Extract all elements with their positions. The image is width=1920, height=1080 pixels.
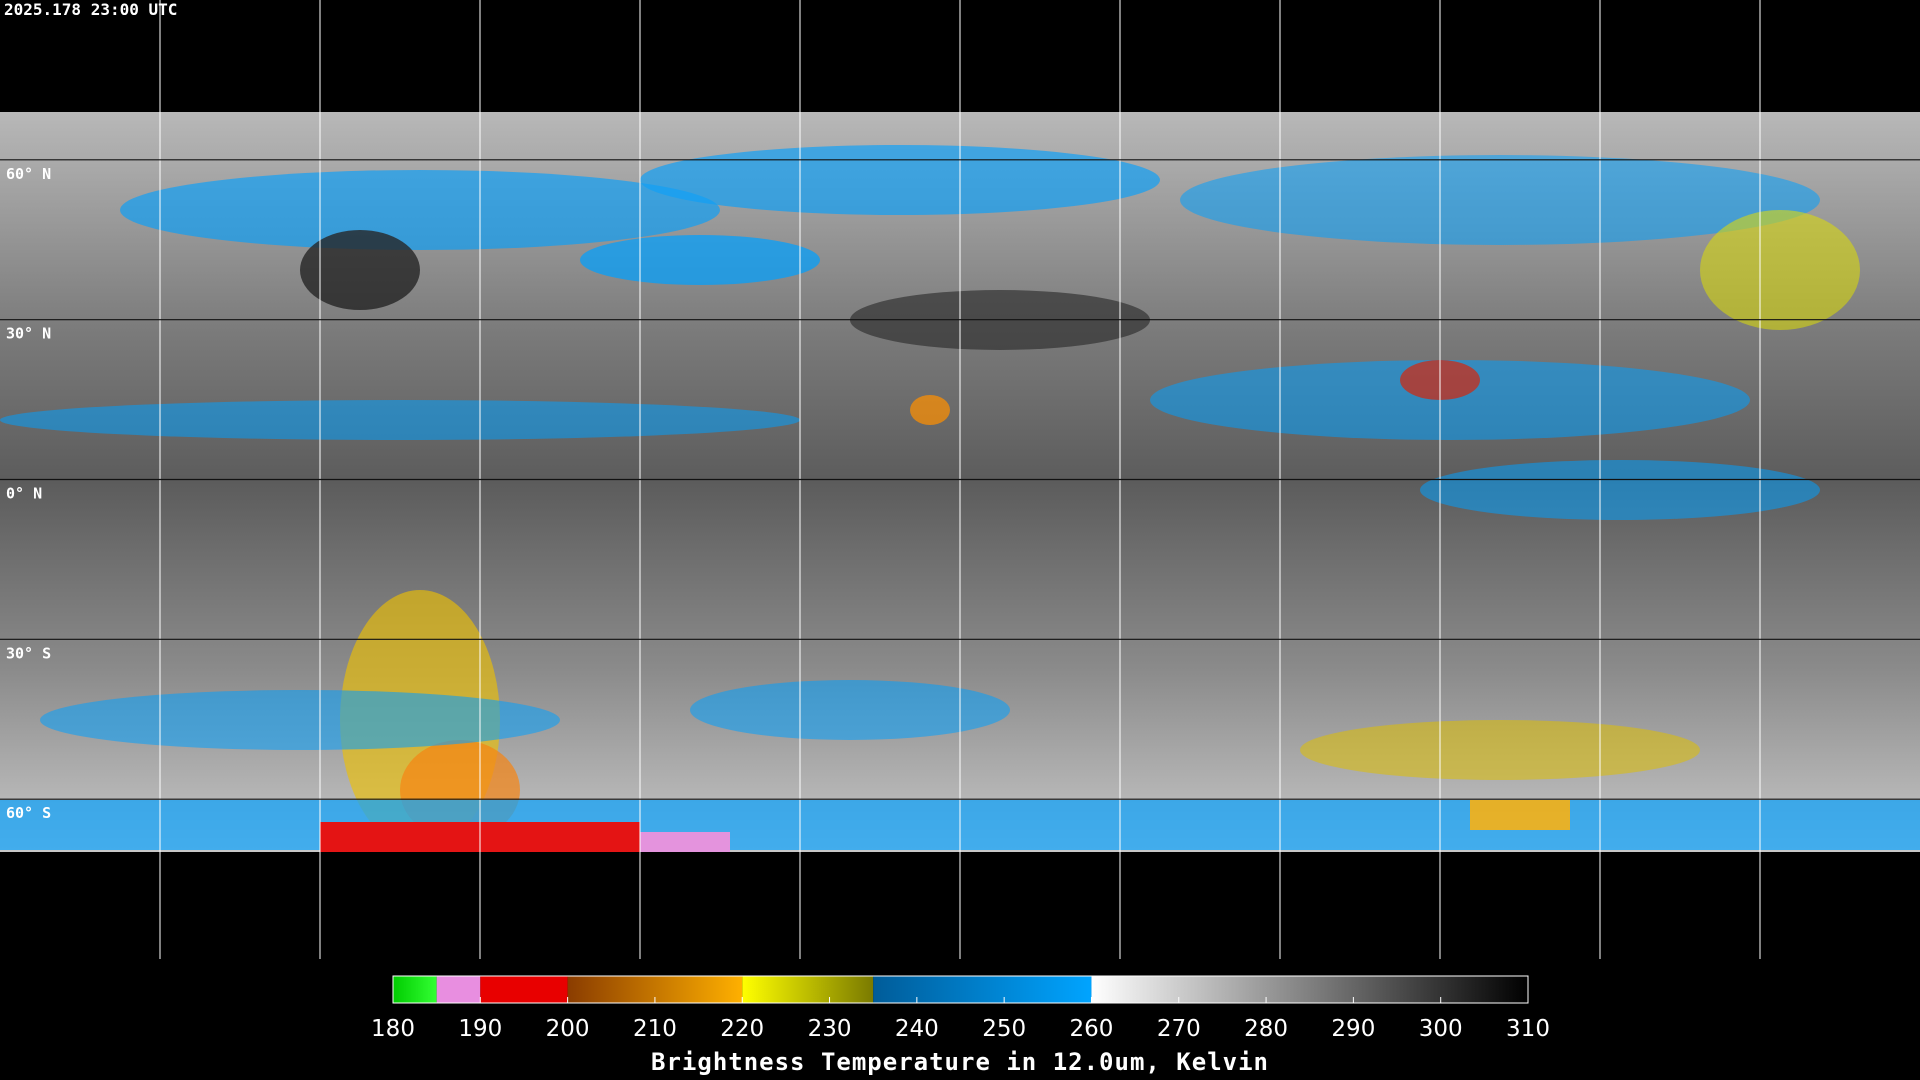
colorbar-segment xyxy=(393,976,437,1003)
colorbar-tick-label: 210 xyxy=(633,1016,677,1042)
latitude-label: 60° S xyxy=(6,804,51,822)
colorbar-tick-label: 190 xyxy=(458,1016,502,1042)
colorbar-tick-label: 230 xyxy=(808,1016,852,1042)
colorbar-tick-label: 240 xyxy=(895,1016,939,1042)
colorbar-tick-label: 180 xyxy=(371,1016,415,1042)
colorbar-tick-label: 310 xyxy=(1506,1016,1550,1042)
colorbar-segment xyxy=(873,976,1092,1003)
latitude-label: 60° N xyxy=(6,165,51,183)
latitude-label: 30° S xyxy=(6,644,51,662)
colorbar-tick-label: 270 xyxy=(1157,1016,1201,1042)
colorbar-segment xyxy=(1091,976,1528,1003)
colorbar-tick-label: 260 xyxy=(1070,1016,1114,1042)
graticule: 60° N 30° N 0° N 30° S 60° S xyxy=(0,0,1920,959)
colorbar-segment xyxy=(480,976,568,1003)
latitude-label: 0° N xyxy=(6,485,42,503)
colorbar-tick-label: 300 xyxy=(1419,1016,1463,1042)
colorbar-tick-label: 290 xyxy=(1331,1016,1375,1042)
colorbar-title: Brightness Temperature in 12.0um, Kelvin xyxy=(651,1048,1269,1076)
colorbar-tick-label: 200 xyxy=(546,1016,590,1042)
colorbar-frame xyxy=(392,975,1529,1004)
latitude-label: 30° N xyxy=(6,325,51,343)
colorbar-segment xyxy=(436,976,481,1003)
colorbar-tick-label: 280 xyxy=(1244,1016,1288,1042)
timestamp: 2025.178 23:00 UTC xyxy=(4,0,177,19)
colorbar-segment xyxy=(742,976,874,1003)
colorbar-tick-label: 250 xyxy=(982,1016,1026,1042)
colorbar-tick-label: 220 xyxy=(720,1016,764,1042)
colorbar: 180 190 200 210 220 230 240 250 260 270 280 290 300 3… xyxy=(371,975,1550,1042)
